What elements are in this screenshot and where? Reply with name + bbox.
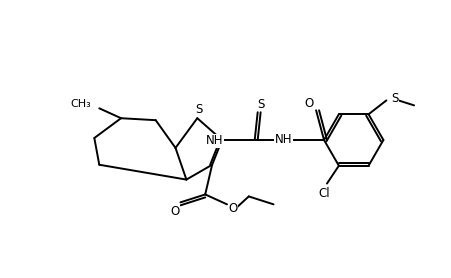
Text: NH: NH <box>274 133 292 147</box>
Text: S: S <box>391 92 398 105</box>
Text: CH₃: CH₃ <box>70 99 91 109</box>
Text: O: O <box>170 205 179 218</box>
Text: S: S <box>195 103 202 116</box>
Text: Cl: Cl <box>318 187 329 200</box>
Text: O: O <box>304 97 313 110</box>
Text: NH: NH <box>205 135 222 148</box>
Text: S: S <box>257 98 264 111</box>
Text: O: O <box>228 202 237 215</box>
